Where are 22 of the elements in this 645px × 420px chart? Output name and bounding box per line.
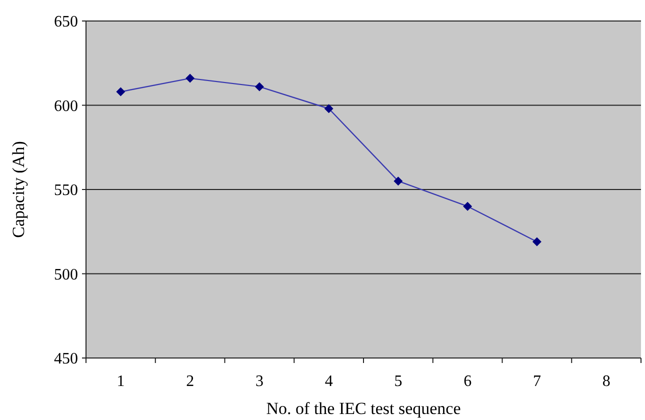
x-tick-label: 5 — [394, 373, 402, 390]
y-tick-label: 600 — [54, 98, 78, 115]
point — [116, 87, 126, 96]
x-tick-label: 4 — [324, 373, 333, 390]
point — [186, 74, 195, 83]
point — [254, 82, 264, 92]
y-tick-label: 450 — [54, 350, 78, 368]
y-axis-title: Capacity (Ah) — [9, 141, 28, 238]
point — [532, 237, 542, 246]
x-tick-label: 6 — [464, 373, 472, 390]
y-tick-label: 500 — [54, 266, 78, 284]
x-tick-label: 7 — [532, 373, 541, 390]
point — [463, 202, 472, 211]
y-tick-label: 550 — [54, 182, 78, 200]
point — [324, 104, 334, 114]
x-tick-label: 2 — [186, 373, 194, 390]
x-tick-label: 8 — [602, 373, 610, 390]
y-tick-label: 650 — [54, 14, 78, 31]
x-tick-label: 3 — [255, 373, 264, 390]
point — [394, 176, 403, 186]
x-axis-title: No. of the IEC test sequence — [266, 399, 461, 418]
x-tick-label: 1 — [116, 373, 125, 390]
